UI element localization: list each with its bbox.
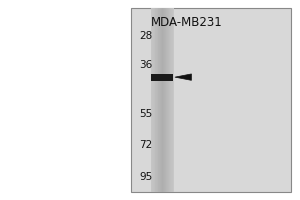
Bar [151,8,152,192]
Bar [167,8,168,192]
Text: 55: 55 [140,109,153,119]
Bar [162,8,163,192]
Text: MDA-MB231: MDA-MB231 [151,16,223,29]
Text: 72: 72 [140,140,153,150]
Text: 36: 36 [140,60,153,70]
Bar [169,8,170,192]
Bar [152,8,153,192]
Bar [158,8,159,192]
Bar [154,8,155,192]
Bar [166,8,167,192]
Bar [169,8,170,192]
Bar [173,8,174,192]
Bar [164,8,165,192]
Bar [156,8,157,192]
Bar [170,8,171,192]
Bar [151,74,173,81]
Bar [165,8,166,192]
Bar [130,8,291,192]
Bar [157,8,158,192]
Bar [155,8,156,192]
Bar [160,8,161,192]
Bar [161,8,162,192]
Text: 28: 28 [140,31,153,41]
Text: 95: 95 [140,172,153,182]
Bar [163,8,164,192]
Bar [159,8,160,192]
Bar [172,8,173,192]
Bar [168,8,169,192]
Polygon shape [175,74,191,80]
Bar [153,8,154,192]
Bar [171,8,172,192]
